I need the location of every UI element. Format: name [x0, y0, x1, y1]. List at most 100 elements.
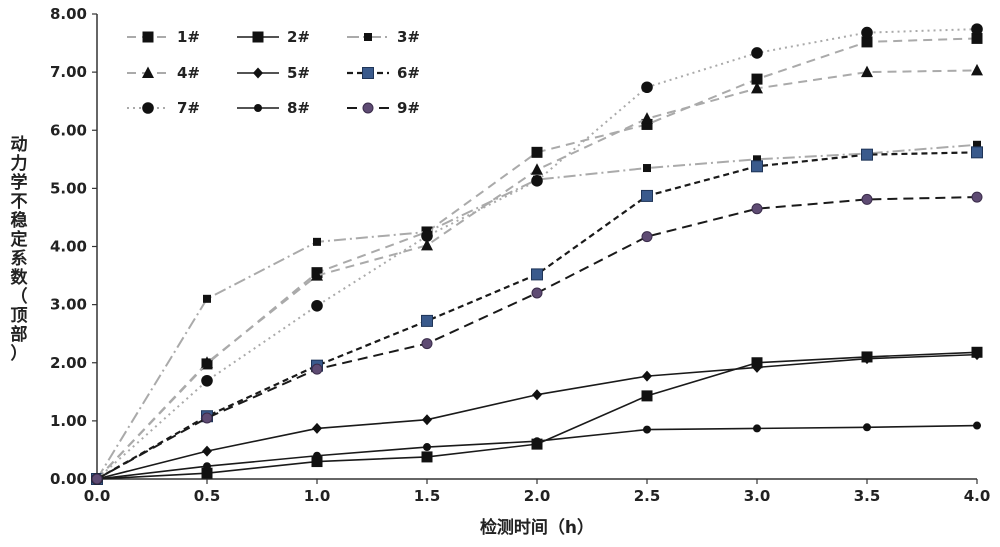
data-point: [643, 425, 651, 434]
y-tick-label: 7.00: [50, 63, 87, 81]
data-point: [313, 451, 321, 460]
series-line: [96, 353, 978, 480]
data-point: [641, 118, 653, 130]
data-point: [421, 238, 433, 251]
y-axis-title-char: 数: [11, 267, 29, 288]
y-tick-label: 8.00: [50, 5, 87, 23]
data-point: [641, 390, 653, 402]
data-point: [532, 389, 542, 401]
data-point: [641, 189, 653, 202]
y-axis-title-char: （: [11, 286, 28, 307]
legend-marker: [362, 102, 374, 114]
y-axis-title-char: 部: [11, 324, 28, 345]
y-axis-title-char: 系: [11, 249, 28, 269]
data-point: [641, 112, 653, 124]
series-9: [91, 191, 983, 485]
legend-item: 4#: [127, 64, 200, 82]
legend-item: 3#: [347, 28, 420, 46]
series-1: [91, 32, 983, 485]
legend-item: 1#: [127, 28, 200, 46]
data-point: [311, 299, 323, 312]
data-point: [531, 175, 543, 187]
legend-label: 4#: [177, 64, 200, 82]
series-8: [93, 421, 981, 483]
data-point: [421, 230, 433, 242]
data-point: [971, 191, 983, 203]
data-point: [201, 356, 213, 368]
data-point: [861, 148, 873, 161]
legend-label: 6#: [397, 64, 420, 82]
data-point: [311, 269, 323, 281]
data-point: [971, 32, 983, 44]
data-point: [971, 146, 983, 159]
data-point: [201, 467, 213, 479]
data-point: [531, 287, 543, 299]
data-point: [531, 163, 543, 175]
legend-item: 6#: [347, 64, 420, 82]
legend: 1# 2# 3# 4# 5# 6# 7# 8# 9#: [127, 28, 420, 117]
data-point: [311, 363, 323, 375]
x-axis-title: 检测时间（h）: [480, 517, 594, 538]
legend-marker: [362, 67, 374, 79]
y-tick-label: 1.00: [50, 412, 87, 430]
y-tick-label: 4.00: [50, 238, 87, 256]
data-point: [531, 146, 543, 158]
data-point: [421, 338, 433, 350]
legend-marker: [142, 31, 154, 43]
legend-label: 9#: [397, 99, 420, 117]
data-point: [753, 424, 761, 433]
data-point: [862, 353, 872, 365]
series-layer: [91, 23, 983, 485]
data-point: [201, 412, 213, 424]
y-ticks: 0.00 1.00 2.00 3.00 4.00 5.00 6.00 7.00 8.00: [50, 5, 97, 488]
legend-item: 2#: [237, 28, 310, 46]
x-tick-label: 1.0: [304, 487, 331, 505]
y-axis-title-char: 定: [11, 229, 28, 250]
data-point: [642, 370, 652, 382]
legend-marker: [253, 67, 263, 79]
series-line: [96, 37, 978, 480]
data-point: [751, 47, 763, 59]
data-point: [421, 451, 433, 463]
series-6: [91, 146, 983, 485]
data-point: [202, 445, 212, 457]
legend-marker: [142, 66, 154, 78]
data-point: [91, 473, 103, 485]
x-tick-label: 0.5: [194, 487, 221, 505]
data-point: [752, 361, 762, 373]
series-3: [93, 140, 981, 483]
data-point: [861, 193, 873, 205]
data-point: [971, 63, 983, 76]
x-tick-label: 3.0: [744, 487, 771, 505]
data-point: [531, 268, 543, 281]
data-point: [751, 203, 763, 215]
data-point: [201, 374, 213, 387]
series-line: [96, 143, 978, 480]
y-axis-title-char: 学: [11, 172, 28, 193]
data-point: [203, 462, 211, 471]
data-point: [421, 314, 433, 327]
y-axis-title-char: ）: [11, 343, 28, 364]
legend-label: 7#: [177, 99, 200, 117]
data-point: [973, 421, 981, 430]
legend-marker: [252, 31, 264, 43]
y-tick-label: 2.00: [50, 354, 87, 372]
y-axis-title-char: 力: [11, 153, 28, 174]
data-point: [313, 237, 321, 246]
y-axis-title-char: 动: [11, 135, 28, 155]
series-7: [91, 23, 983, 485]
data-point: [311, 456, 323, 468]
data-point: [861, 36, 873, 48]
legend-label: 2#: [287, 28, 310, 46]
x-tick-label: 2.5: [634, 487, 661, 505]
data-point: [643, 164, 651, 173]
x-tick-label: 2.0: [524, 487, 551, 505]
data-point: [312, 422, 322, 434]
data-point: [972, 349, 982, 361]
series-line: [96, 196, 978, 480]
legend-marker: [364, 33, 372, 41]
y-tick-label: 0.00: [50, 470, 87, 488]
data-point: [753, 155, 761, 164]
y-axis-title-char: 顶: [11, 306, 28, 326]
series-line: [96, 28, 978, 480]
